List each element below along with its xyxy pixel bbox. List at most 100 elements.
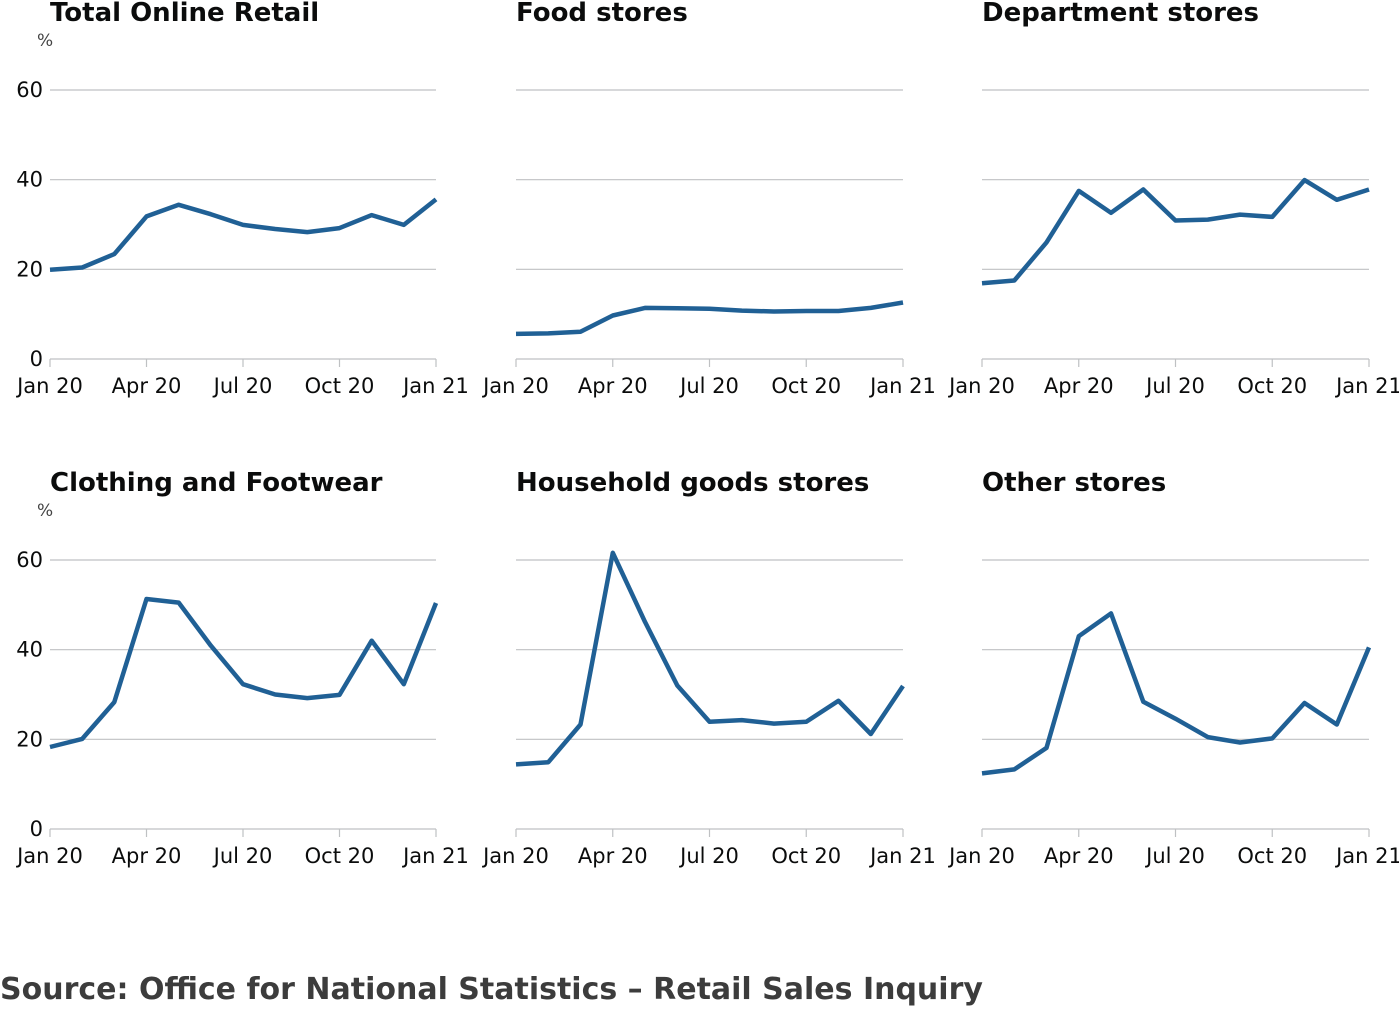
x-tick-label: Jan 21 bbox=[1334, 374, 1399, 398]
data-point bbox=[1173, 218, 1177, 222]
data-point bbox=[176, 600, 180, 604]
data-point bbox=[1238, 740, 1242, 744]
y-tick-label: 60 bbox=[16, 78, 43, 102]
x-tick-label: Oct 20 bbox=[305, 844, 375, 868]
x-tick-label: Jul 20 bbox=[212, 374, 273, 398]
data-point bbox=[48, 268, 52, 272]
data-point bbox=[112, 700, 116, 704]
data-point bbox=[273, 227, 277, 231]
y-unit-label: % bbox=[37, 501, 53, 521]
data-point bbox=[273, 692, 277, 696]
y-tick-label: 0 bbox=[30, 347, 43, 371]
y-tick-label: 20 bbox=[16, 257, 43, 281]
y-unit-label: % bbox=[37, 31, 53, 51]
data-point bbox=[1012, 767, 1016, 771]
data-point bbox=[980, 281, 984, 285]
x-tick-label: Jul 20 bbox=[1144, 844, 1205, 868]
x-tick-label: Jul 20 bbox=[678, 374, 739, 398]
chart-panel: Other stores Jan 20 Apr 20 Jul 20 Oct 20 Jan … bbox=[947, 468, 1399, 868]
data-point bbox=[48, 745, 52, 749]
x-tick-label: Jul 20 bbox=[1144, 374, 1205, 398]
data-point bbox=[434, 601, 438, 605]
data-point bbox=[1141, 699, 1145, 703]
data-point bbox=[1206, 217, 1210, 221]
chart-panel: Clothing and Footwear% 0 20 40 60 Jan 20 Apr 2… bbox=[15, 468, 469, 868]
data-point bbox=[305, 230, 309, 234]
data-point bbox=[1077, 634, 1081, 638]
panel-title: Other stores bbox=[982, 468, 1166, 498]
data-point bbox=[643, 620, 647, 624]
data-point bbox=[514, 762, 518, 766]
data-point bbox=[740, 718, 744, 722]
data-point bbox=[578, 329, 582, 333]
data-point bbox=[707, 307, 711, 311]
x-tick-label: Oct 20 bbox=[305, 374, 375, 398]
x-tick-label: Jan 20 bbox=[15, 374, 83, 398]
data-point bbox=[836, 309, 840, 313]
x-tick-label: Apr 20 bbox=[578, 374, 648, 398]
data-point bbox=[80, 265, 84, 269]
x-tick-label: Jan 20 bbox=[481, 374, 549, 398]
data-point bbox=[1335, 198, 1339, 202]
data-point bbox=[772, 721, 776, 725]
data-point bbox=[80, 737, 84, 741]
series-line bbox=[515, 300, 904, 337]
data-point bbox=[241, 223, 245, 227]
x-tick-label: Apr 20 bbox=[1044, 374, 1114, 398]
data-point bbox=[305, 696, 309, 700]
data-point bbox=[1335, 722, 1339, 726]
data-point bbox=[1270, 215, 1274, 219]
data-point bbox=[1302, 701, 1306, 705]
panel-title: Food stores bbox=[516, 0, 688, 28]
data-point bbox=[643, 306, 647, 310]
data-point bbox=[209, 643, 213, 647]
y-tick-label: 40 bbox=[16, 638, 43, 662]
data-point bbox=[434, 197, 438, 201]
x-tick-label: Jan 20 bbox=[947, 374, 1015, 398]
data-point bbox=[337, 226, 341, 230]
panel-title: Department stores bbox=[982, 0, 1259, 28]
data-point bbox=[144, 597, 148, 601]
series-line bbox=[981, 611, 1372, 776]
series-line bbox=[981, 177, 1370, 286]
data-point bbox=[740, 308, 744, 312]
x-tick-label: Oct 20 bbox=[771, 374, 841, 398]
chart-panel: Food stores Jan 20 Apr 20 Jul 20 Oct 20 Jan 2… bbox=[481, 0, 936, 398]
data-point bbox=[707, 720, 711, 724]
series-line bbox=[49, 596, 439, 750]
x-tick-label: Oct 20 bbox=[1237, 844, 1307, 868]
chart-panel: Household goods stores Jan 20 Apr 20 Jul 20… bbox=[481, 468, 936, 868]
data-point bbox=[1141, 187, 1145, 191]
data-point bbox=[546, 331, 550, 335]
x-tick-label: Jan 20 bbox=[481, 844, 549, 868]
data-point bbox=[402, 682, 406, 686]
data-point bbox=[804, 720, 808, 724]
data-point bbox=[176, 203, 180, 207]
data-point bbox=[337, 693, 341, 697]
data-point bbox=[1270, 736, 1274, 740]
chart-panel: Total Online Retail% 0 20 40 60 Jan 20 Apr 20 J… bbox=[15, 0, 469, 398]
series-line bbox=[49, 197, 438, 273]
data-point bbox=[675, 683, 679, 687]
data-point bbox=[611, 313, 615, 317]
data-point bbox=[980, 771, 984, 775]
panel-title: Clothing and Footwear bbox=[50, 468, 383, 498]
data-point bbox=[369, 213, 373, 217]
y-tick-label: 20 bbox=[16, 727, 43, 751]
panel-title: Household goods stores bbox=[516, 468, 869, 498]
x-tick-label: Jan 20 bbox=[15, 844, 83, 868]
data-point bbox=[901, 684, 905, 688]
x-tick-label: Jan 20 bbox=[947, 844, 1015, 868]
data-point bbox=[1012, 278, 1016, 282]
data-point bbox=[1206, 735, 1210, 739]
data-point bbox=[112, 252, 116, 256]
x-tick-label: Apr 20 bbox=[112, 844, 182, 868]
data-point bbox=[369, 639, 373, 643]
data-point bbox=[241, 682, 245, 686]
data-point bbox=[1077, 189, 1081, 193]
x-tick-label: Jul 20 bbox=[212, 844, 273, 868]
data-point bbox=[144, 214, 148, 218]
x-tick-label: Jan 21 bbox=[1334, 844, 1399, 868]
x-tick-label: Jul 20 bbox=[678, 844, 739, 868]
data-point bbox=[804, 309, 808, 313]
